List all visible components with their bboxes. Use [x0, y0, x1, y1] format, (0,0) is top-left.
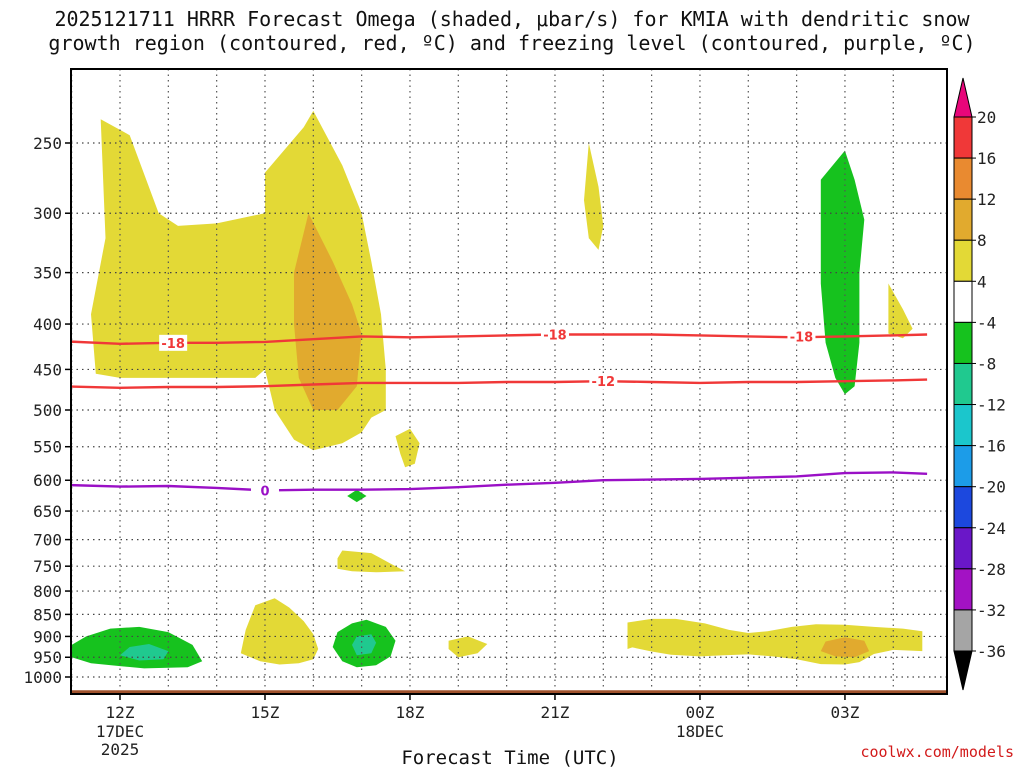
colorbar-label: -16: [977, 437, 1006, 456]
colorbar: 20 16 12 8 4 -4 -8 -12 -16 -20 -24 -28 -32 -36: [953, 77, 1006, 691]
x-tick-label: 00Z: [686, 703, 715, 722]
colorbar-label: -24: [977, 519, 1006, 538]
omega-region-upper-ascent-core: [294, 213, 362, 410]
omega-region-descent-02z-upper: [820, 150, 865, 395]
colorbar-swatch: [953, 609, 973, 652]
contour-label-bg: [250, 482, 279, 499]
y-tick-label: 700: [33, 531, 62, 550]
chart-title-line2: growth region (contoured, red, ºC) and f…: [48, 31, 975, 55]
contour-label-bg: [540, 326, 569, 343]
colorbar-label: -4: [977, 313, 996, 332]
x-axis-label: Forecast Time (UTC): [401, 747, 618, 768]
y-axis-ticks: 250 300 350 400 450 500 550 600 650 700 750 800 850 9…: [23, 134, 71, 687]
colorbar-label: 8: [977, 231, 987, 250]
contour-label-bg: [159, 334, 188, 351]
colorbar-bottom-arrow: [953, 650, 973, 691]
y-tick-label: 400: [33, 315, 62, 334]
colorbar-swatch: [953, 404, 973, 447]
omega-region-cell-17z-750: [337, 550, 406, 573]
y-tick-label: 900: [33, 627, 62, 646]
contour-label-dgz-minus18: -18: [790, 330, 814, 345]
colorbar-label: -20: [977, 478, 1006, 497]
terrain-surface: [71, 690, 947, 694]
y-tick-label: 750: [33, 557, 62, 576]
colorbar-swatch: [953, 239, 973, 282]
contour-label-dgz-minus18: -18: [161, 337, 185, 352]
x-tick-label: 15Z: [251, 703, 280, 722]
colorbar-swatch: [953, 157, 973, 200]
y-tick-label: 650: [33, 502, 62, 521]
x-tick-date: 18DEC: [676, 722, 724, 741]
colorbar-swatch: [953, 321, 973, 364]
y-tick-label: 850: [33, 605, 62, 624]
colorbar-label: 12: [977, 190, 996, 209]
x-tick-label: 21Z: [541, 703, 570, 722]
colorbar-label: 16: [977, 149, 996, 168]
colorbar-swatch: [953, 362, 973, 406]
colorbar-label: 4: [977, 272, 987, 291]
colorbar-label: -8: [977, 354, 996, 373]
x-tick-label: 18Z: [396, 703, 425, 722]
x-tick-label: 03Z: [830, 703, 859, 722]
contour-label-bg: [787, 328, 816, 345]
colorbar-swatch: [953, 280, 973, 323]
contour-label-dgz-minus12: -12: [592, 375, 616, 390]
y-tick-label: 550: [33, 438, 62, 457]
colorbar-swatch: [953, 486, 973, 529]
y-tick-label: 1000: [23, 668, 62, 687]
colorbar-label: 20: [977, 108, 996, 127]
contour-layer: -18 -18 -18 -12 0: [71, 326, 928, 499]
y-tick-label: 800: [33, 582, 62, 601]
colorbar-label: -28: [977, 560, 1006, 579]
contour-label-freezing-level: 0: [260, 484, 269, 499]
y-tick-label: 350: [33, 264, 62, 283]
terrain-layer: [71, 690, 947, 694]
omega-region-cell-18z-550: [395, 428, 420, 468]
colorbar-label: -12: [977, 396, 1006, 415]
omega-region-cell-22z: [584, 143, 604, 250]
colorbar-label: -32: [977, 601, 1006, 620]
y-tick-label: 450: [33, 360, 62, 379]
y-tick-label: 250: [33, 134, 62, 153]
omega-region-cell-15z-900: [240, 598, 319, 665]
colorbar-top-arrow: [953, 77, 973, 118]
x-tick-year: 2025: [101, 740, 140, 759]
contour-label-bg: [589, 373, 618, 390]
omega-region-cell-04z-400: [888, 283, 913, 339]
contour-freezing-level: [71, 471, 928, 492]
omega-region-descent-13z-950-core: [120, 644, 169, 661]
colorbar-label: -36: [977, 642, 1006, 661]
y-tick-label: 600: [33, 471, 62, 490]
plot-frame: [70, 68, 948, 695]
colorbar-swatch: [953, 116, 973, 159]
contour-label-dgz-minus18: -18: [543, 328, 567, 343]
omega-shading-layer: [71, 110, 923, 669]
x-tick-date: 17DEC: [96, 722, 144, 741]
contour-dgz-minus12: [71, 378, 928, 390]
omega-region-descent-17z-900-core: [352, 634, 377, 656]
colorbar-swatch: [953, 445, 973, 488]
credit-link[interactable]: coolwx.com/models: [860, 743, 1014, 761]
chart-title-line1: 2025121711 HRRR Forecast Omega (shaded, …: [54, 7, 970, 31]
colorbar-swatch: [953, 527, 973, 570]
y-tick-label: 300: [33, 204, 62, 223]
x-tick-label: 12Z: [106, 703, 135, 722]
colorbar-swatch: [953, 568, 973, 611]
y-tick-label: 950: [33, 648, 62, 667]
colorbar-swatch: [953, 198, 973, 241]
y-tick-label: 500: [33, 401, 62, 420]
